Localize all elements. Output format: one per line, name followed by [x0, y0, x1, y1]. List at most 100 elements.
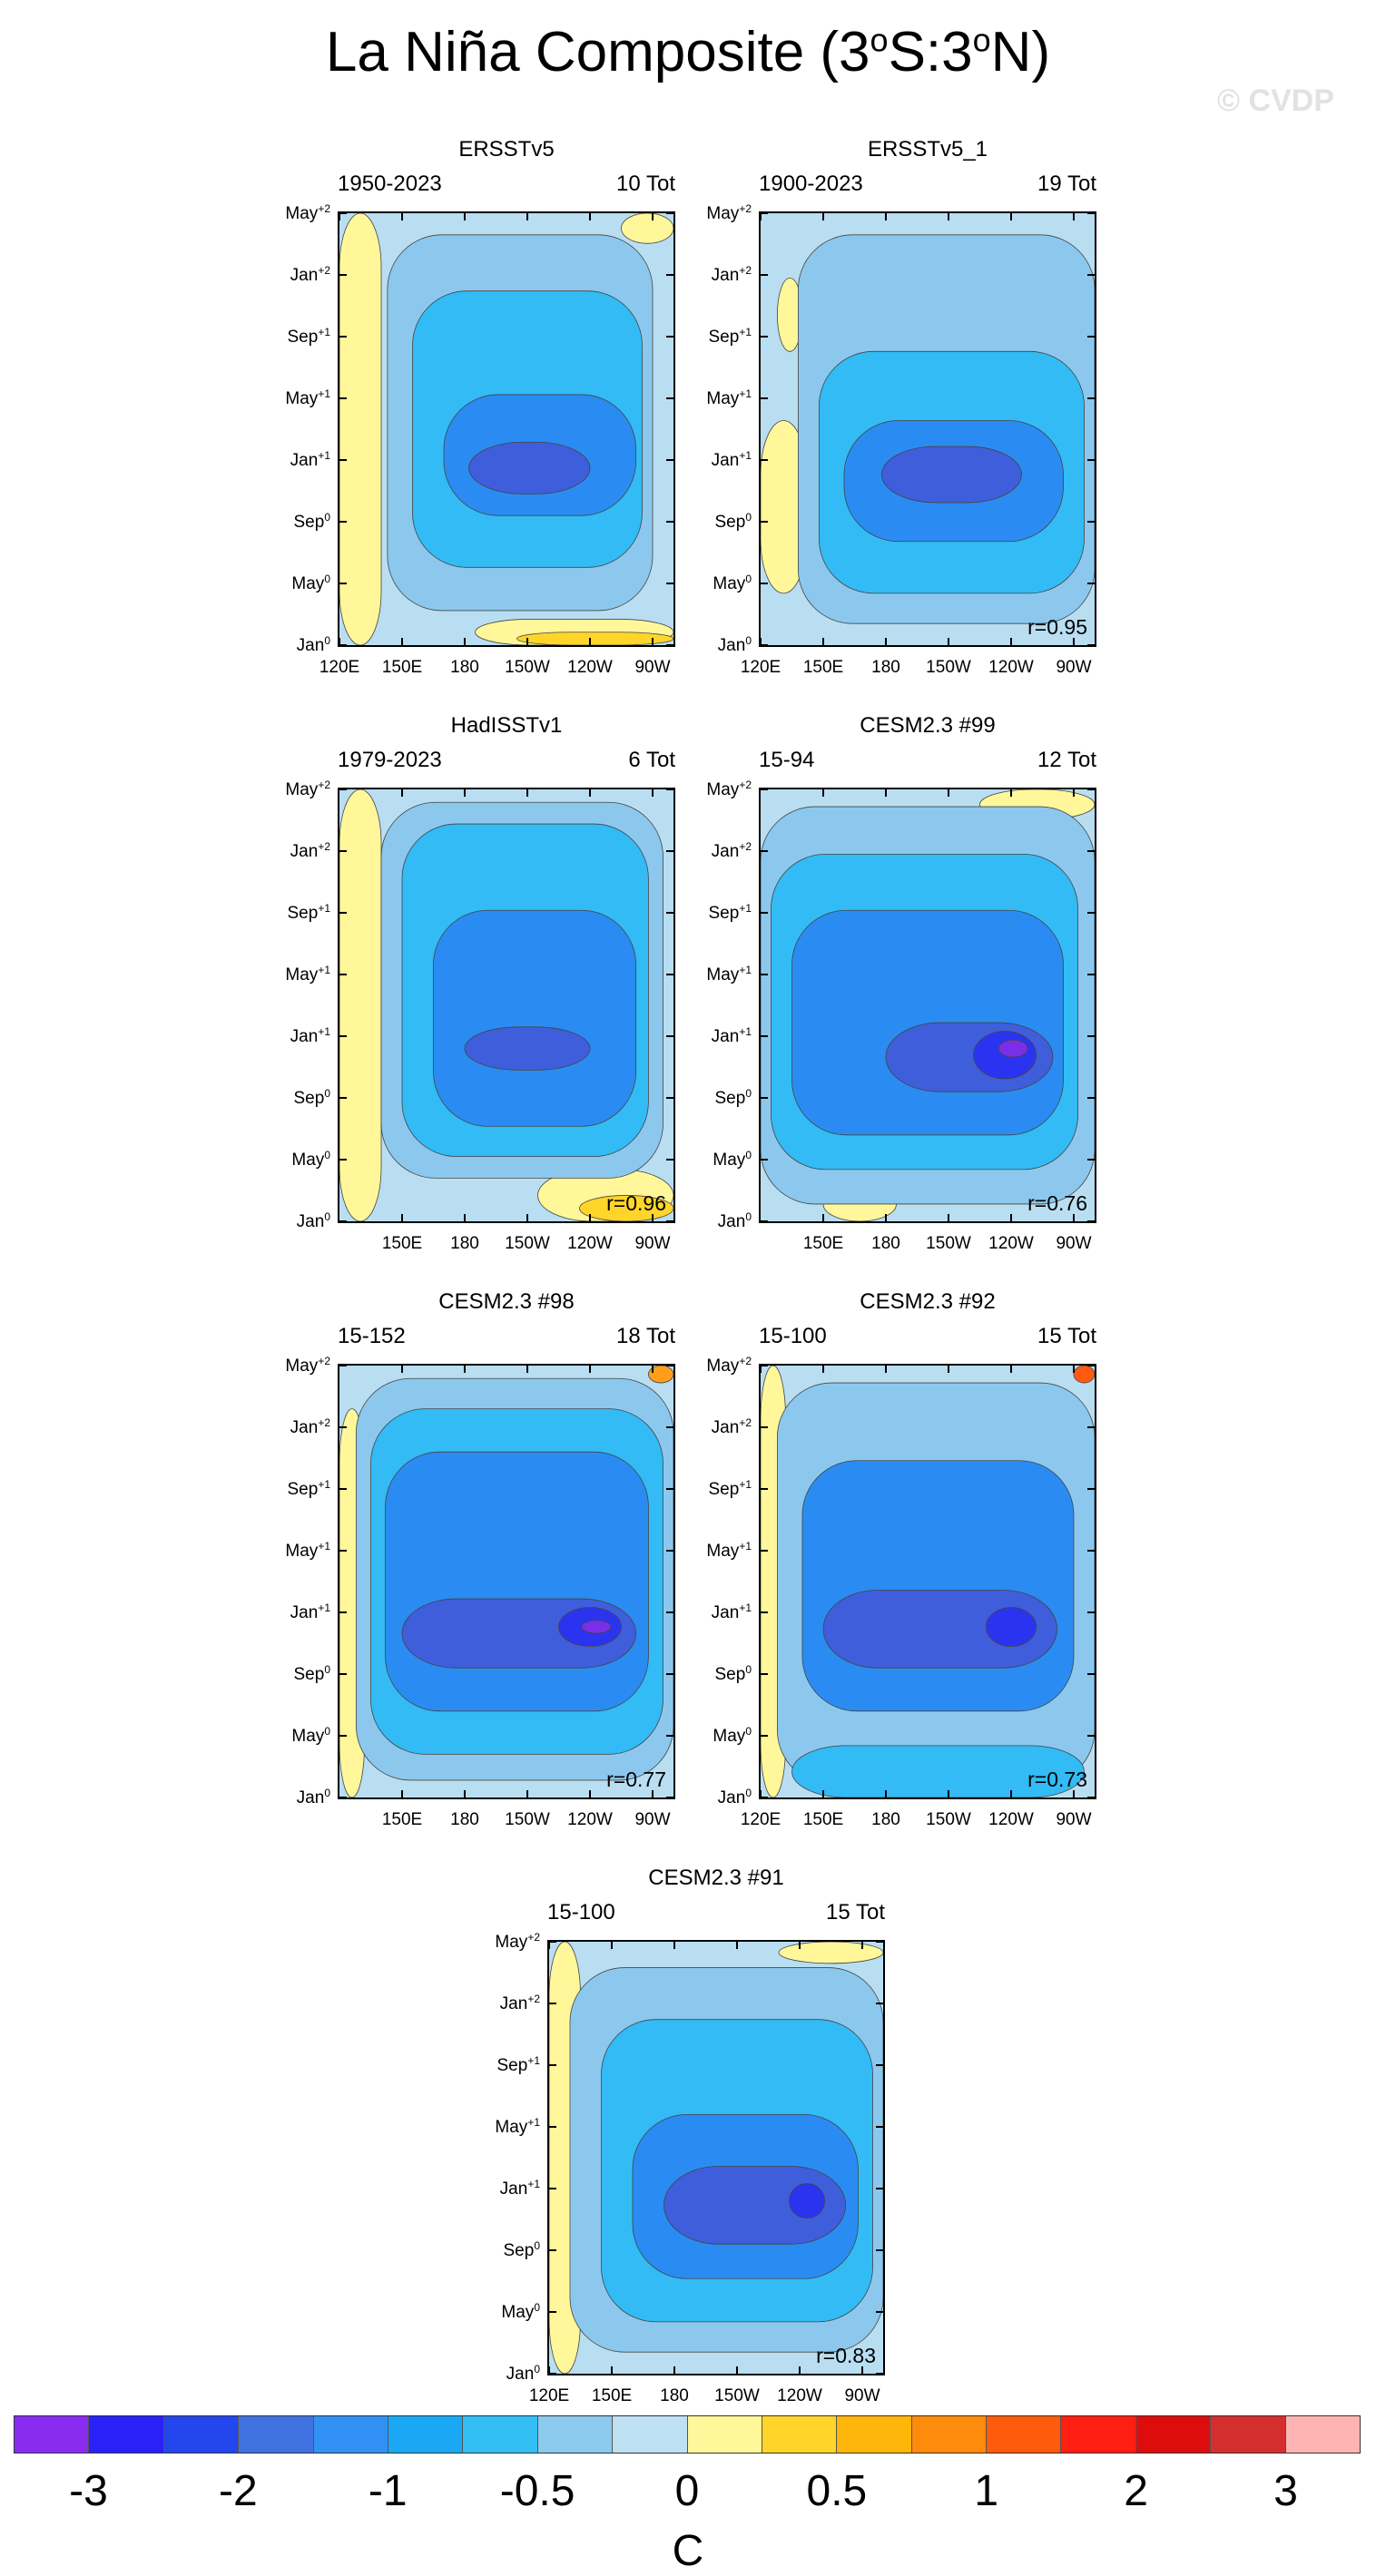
- x-tick-mark: [1073, 211, 1075, 220]
- y-tick-mark: [759, 1426, 768, 1428]
- y-tick-label: May+2: [706, 1354, 752, 1376]
- y-tick-label: Sep0: [503, 2238, 541, 2261]
- y-tick-label: May0: [291, 1148, 330, 1170]
- y-tick-mark: [1087, 336, 1096, 338]
- y-tick-mark: [759, 1550, 768, 1552]
- contour-region-5: [791, 909, 1064, 1136]
- y-tick-mark: [1087, 459, 1096, 461]
- y-tick-mark: [1087, 644, 1096, 646]
- x-tick-mark: [948, 1790, 949, 1799]
- y-tick-label: Jan+2: [290, 839, 330, 862]
- y-tick-mark: [338, 583, 347, 584]
- x-tick-label: 120W: [988, 658, 1034, 677]
- y-tick-mark: [1087, 974, 1096, 975]
- contour-region-5: [791, 1745, 1085, 1797]
- y-tick-mark: [338, 1426, 347, 1428]
- y-tick-mark: [759, 1611, 768, 1613]
- colorbar: [14, 2415, 1361, 2454]
- x-tick-mark: [401, 211, 403, 220]
- colorbar-swatch: [1211, 2416, 1286, 2453]
- colorbar-swatch: [537, 2416, 614, 2453]
- y-tick-mark: [338, 336, 347, 338]
- colorbar-swatch: [89, 2416, 164, 2453]
- y-tick-mark: [338, 1488, 347, 1490]
- x-tick-mark: [464, 211, 466, 220]
- panel-p4: CESM2.3 #99 15-94 12 Tot r=0.76 Jan0 May0 Sep0…: [706, 713, 1096, 1253]
- colorbar-tick-label: -3: [69, 2467, 108, 2515]
- y-tick-mark: [338, 459, 347, 461]
- y-tick-label: May0: [713, 1724, 752, 1747]
- y-tick-label: Jan+1: [711, 1601, 752, 1623]
- y-tick-mark: [666, 1365, 675, 1366]
- y-tick-mark: [759, 850, 768, 852]
- y-tick-label: May+2: [706, 778, 752, 800]
- colorbar-tick-label: 0: [674, 2467, 700, 2515]
- x-tick-mark: [1073, 1790, 1075, 1799]
- x-tick-mark: [799, 1940, 801, 1949]
- x-tick-label: 120W: [567, 658, 613, 677]
- y-tick-mark: [1087, 912, 1096, 914]
- x-tick-mark: [885, 1364, 887, 1373]
- x-tick-mark: [464, 1790, 466, 1799]
- colorbar-swatch: [911, 2416, 988, 2453]
- x-tick-mark: [548, 1940, 550, 1949]
- y-tick-mark: [1087, 1035, 1096, 1037]
- y-tick-mark: [338, 397, 347, 399]
- contour-region-3: [621, 213, 673, 244]
- y-tick-mark: [759, 1365, 768, 1366]
- y-tick-mark: [338, 1673, 347, 1675]
- y-tick-mark: [547, 2188, 556, 2189]
- contour-plot: r=0.95: [759, 211, 1096, 647]
- y-tick-label: May0: [501, 2300, 540, 2323]
- x-tick-mark: [401, 788, 403, 797]
- x-tick-mark: [464, 788, 466, 797]
- x-tick-mark: [401, 1364, 403, 1373]
- correlation-label: r=0.83: [816, 2344, 876, 2367]
- contour-region-7: [789, 2183, 825, 2219]
- y-tick-mark: [1087, 1426, 1096, 1428]
- y-tick-mark: [338, 788, 347, 790]
- panel-title: CESM2.3 #98: [438, 1289, 575, 1314]
- y-tick-mark: [338, 521, 347, 523]
- colorbar-tick-label: 3: [1273, 2467, 1298, 2515]
- x-tick-mark: [526, 1214, 528, 1223]
- y-tick-mark: [1087, 1611, 1096, 1613]
- y-tick-mark: [1087, 1365, 1096, 1366]
- y-tick-mark: [1087, 1550, 1096, 1552]
- y-tick-label: Jan0: [717, 633, 752, 656]
- y-tick-label: Sep+1: [708, 1477, 752, 1500]
- panel-period: 1900-2023: [759, 171, 863, 196]
- y-tick-label: May+1: [706, 1539, 752, 1562]
- y-tick-label: Sep0: [714, 510, 752, 533]
- x-tick-mark: [1010, 1364, 1012, 1373]
- x-tick-mark: [652, 1364, 654, 1373]
- y-tick-mark: [876, 2003, 885, 2004]
- colorbar-swatch: [239, 2416, 314, 2453]
- y-tick-label: Sep0: [293, 1086, 331, 1109]
- y-tick-label: May+1: [706, 387, 752, 409]
- y-tick-label: Jan+1: [499, 2177, 540, 2199]
- y-tick-mark: [666, 1488, 675, 1490]
- colorbar-swatch: [163, 2416, 240, 2453]
- x-tick-label: 180: [660, 2386, 689, 2405]
- panel-count: 18 Tot: [616, 1324, 675, 1348]
- colorbar-swatch: [687, 2416, 762, 2453]
- y-tick-mark: [759, 974, 768, 975]
- x-tick-label: 150E: [802, 658, 844, 677]
- contour-plot: r=0.76: [759, 788, 1096, 1223]
- y-tick-label: May0: [291, 572, 330, 594]
- x-tick-label: 120W: [567, 1810, 613, 1829]
- y-tick-mark: [1087, 583, 1096, 584]
- y-tick-label: May+1: [285, 387, 330, 409]
- contour-region-5: [433, 909, 637, 1127]
- x-tick-label: 120W: [988, 1810, 1034, 1829]
- correlation-label: r=0.95: [1027, 615, 1087, 639]
- contour-svg: [339, 213, 673, 645]
- y-tick-mark: [759, 1220, 768, 1222]
- colorbar-tick-label: 1: [974, 2467, 999, 2515]
- x-tick-label: 150W: [505, 658, 550, 677]
- x-tick-mark: [673, 2366, 675, 2375]
- y-tick-mark: [876, 2249, 885, 2251]
- contour-svg: [549, 1942, 883, 2374]
- x-tick-label: 90W: [1056, 1234, 1092, 1253]
